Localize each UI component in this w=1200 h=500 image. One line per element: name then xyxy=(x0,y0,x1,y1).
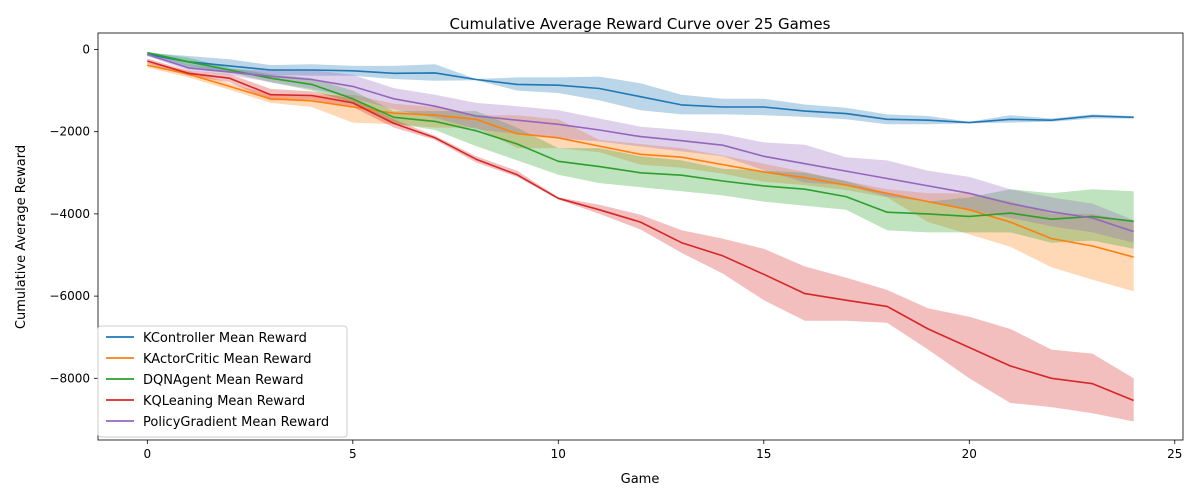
y-tick-label: −4000 xyxy=(49,207,90,221)
x-tick-label: 5 xyxy=(349,447,357,461)
chart-title: Cumulative Average Reward Curve over 25 … xyxy=(450,15,831,33)
series-line-4 xyxy=(147,53,1134,233)
legend-label: DQNAgent Mean Reward xyxy=(143,373,304,388)
series-line-2 xyxy=(147,51,1134,223)
legend-label: KActorCritic Mean Reward xyxy=(143,352,312,367)
y-tick-label: 0 xyxy=(82,42,90,56)
legend-label: PolicyGradient Mean Reward xyxy=(143,415,329,430)
series-line-0 xyxy=(147,53,1134,124)
series-band-2 xyxy=(147,51,1134,249)
y-tick-label: −2000 xyxy=(49,125,90,139)
x-tick-label: 20 xyxy=(962,447,977,461)
series-band-3 xyxy=(147,58,1134,422)
x-axis-ticks: 0 5 10 15 20 25 xyxy=(143,440,1182,461)
series-band-4 xyxy=(147,52,1134,243)
series-line-1 xyxy=(147,64,1134,258)
x-tick-label: 15 xyxy=(756,447,771,461)
plot-frame xyxy=(97,32,1184,441)
y-axis-label: Cumulative Average Reward xyxy=(14,145,29,329)
series-line-3 xyxy=(147,60,1135,402)
y-axis-ticks: 0 −2000 −4000 −6000 −8000 xyxy=(49,42,98,385)
legend: KController Mean Reward KActorCritic Mean… xyxy=(97,325,348,438)
x-axis-label: Game xyxy=(621,472,660,487)
series-band-1 xyxy=(147,62,1134,292)
confidence-bands xyxy=(147,51,1134,422)
x-tick-label: 10 xyxy=(551,447,566,461)
x-tick-label: 0 xyxy=(143,447,151,461)
series-lines xyxy=(147,51,1135,402)
series-band-0 xyxy=(147,52,1134,125)
legend-box xyxy=(97,325,348,438)
y-tick-label: −8000 xyxy=(49,371,90,385)
y-tick-label: −6000 xyxy=(49,289,90,303)
legend-label: KQLeaning Mean Reward xyxy=(143,394,305,409)
legend-label: KController Mean Reward xyxy=(143,331,307,346)
x-tick-label: 25 xyxy=(1167,447,1182,461)
